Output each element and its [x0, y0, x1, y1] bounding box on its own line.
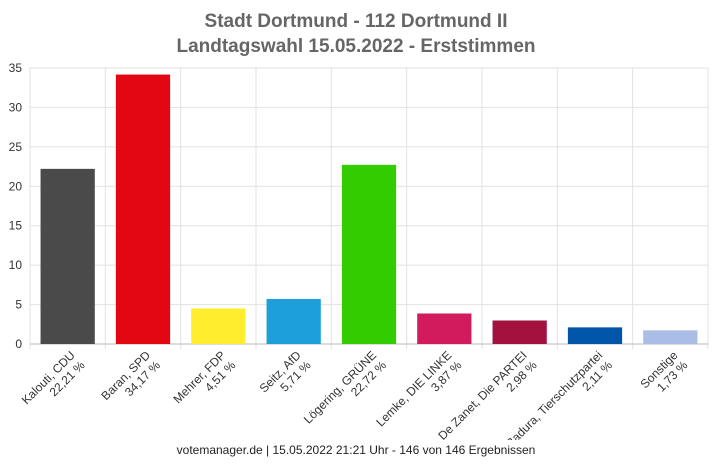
bar	[40, 168, 95, 344]
bar	[341, 164, 397, 344]
y-tick-label: 35	[9, 61, 23, 75]
bar	[191, 308, 246, 344]
y-tick-label: 30	[9, 100, 23, 114]
bar	[643, 330, 698, 344]
bar-chart: 0 5 10 15 20 25 30 35 Kalouti, CDU22,21 % Baran, …	[9, 61, 709, 440]
bar	[266, 298, 321, 344]
x-tick-label: Mehrer, FDP4,51 %	[170, 348, 238, 416]
bar	[417, 313, 472, 344]
y-tick-label: 20	[9, 179, 23, 193]
bar	[115, 74, 171, 345]
y-tick-label: 15	[9, 219, 23, 233]
x-tick-label: Sonstige1,73 %	[638, 348, 691, 401]
y-tick-label: 10	[9, 258, 23, 272]
bar	[567, 327, 623, 344]
chart-subtitle: Landtagswahl 15.05.2022 - Erststimmen	[176, 36, 536, 57]
y-tick-label: 25	[9, 140, 23, 154]
x-tick-label: Baran, SPD34,17 %	[98, 348, 163, 413]
footer-source: votemanager.de | 15.05.2022 21:21 Uhr - …	[176, 443, 536, 457]
x-tick-label: Kalouti, CDU22,21 %	[19, 348, 88, 417]
bar	[492, 320, 547, 344]
chart-title: Stadt Dortmund - 112 Dortmund II	[204, 11, 508, 32]
y-tick-label: 0	[15, 337, 22, 351]
x-tick-label: Seitz, AfD5,71 %	[257, 348, 314, 405]
y-tick-label: 5	[15, 298, 22, 312]
